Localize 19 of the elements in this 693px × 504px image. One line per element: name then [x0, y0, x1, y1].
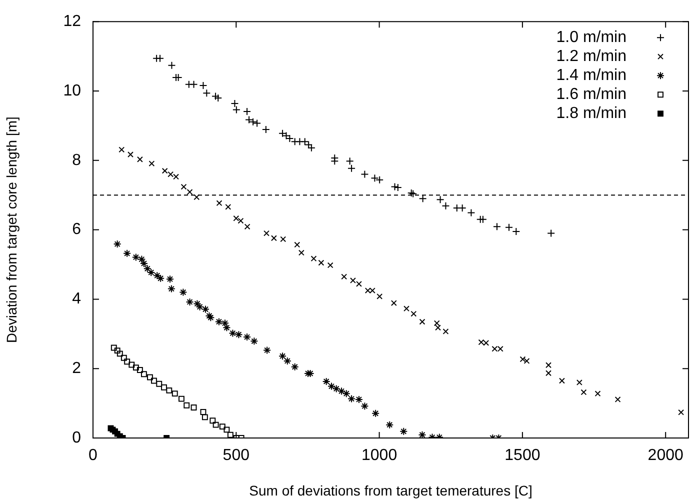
x-axis-title: Sum of deviations from target temeratures [C]	[249, 482, 532, 498]
legend-label: 1.0 m/min	[556, 29, 626, 46]
y-tick-label: 2	[72, 360, 82, 378]
y-tick-label: 12	[63, 13, 82, 30]
y-tick-label: 10	[63, 82, 82, 100]
x-tick-label: 500	[222, 447, 250, 464]
y-tick-label: 0	[72, 429, 82, 446]
x-tick-label: 1500	[504, 447, 540, 464]
legend-label: 1.8 m/min	[556, 105, 626, 122]
legend-label: 1.6 m/min	[556, 86, 626, 104]
y-axis-title: Deviation from target core length [m]	[3, 116, 20, 344]
x-tick-label: 2000	[648, 447, 684, 464]
y-tick-label: 4	[72, 290, 82, 308]
legend-label: 1.4 m/min	[556, 67, 626, 84]
x-tick-label: 0	[88, 447, 98, 464]
y-tick-label: 8	[72, 152, 82, 169]
y-tick-label: 6	[72, 221, 82, 238]
legend-label: 1.2 m/min	[556, 48, 626, 66]
x-tick-label: 1000	[362, 447, 398, 464]
